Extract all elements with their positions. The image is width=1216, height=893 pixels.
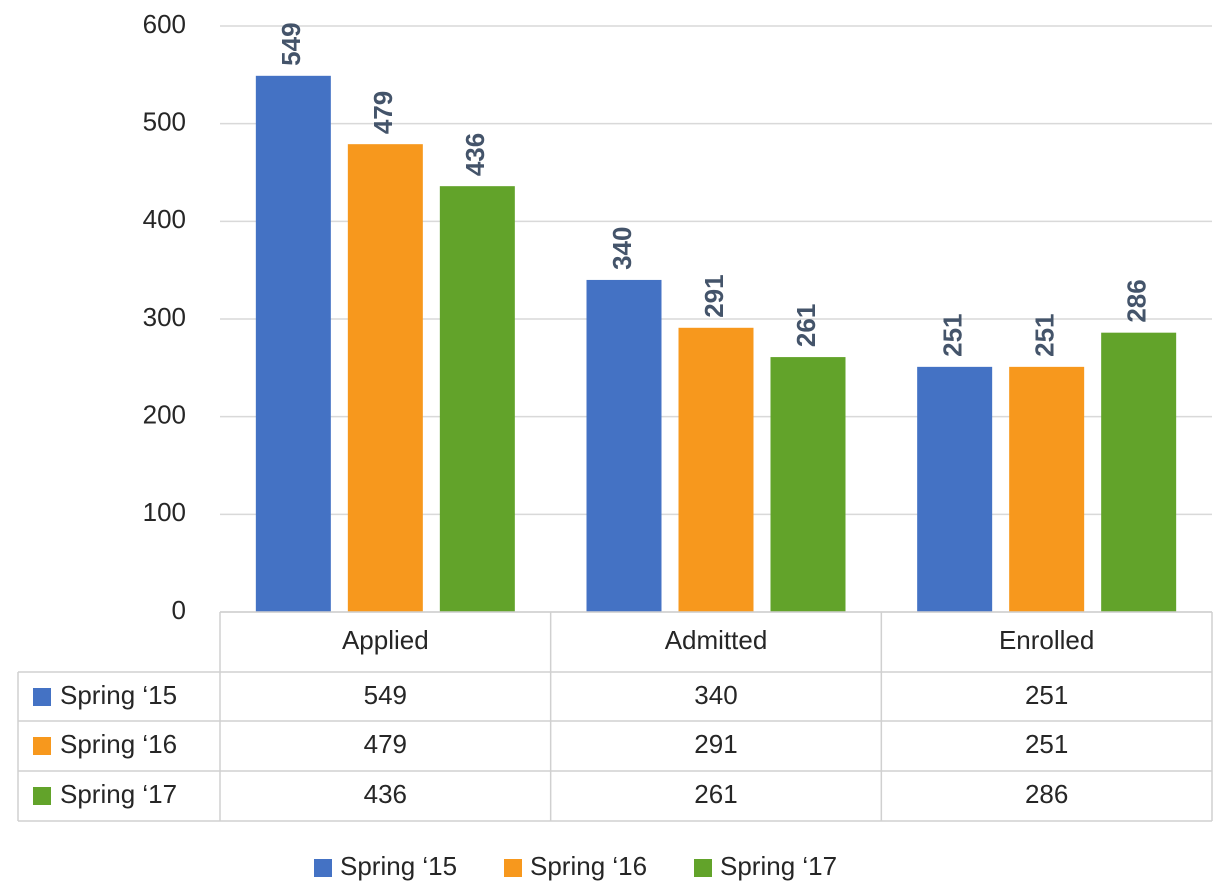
y-tick-label: 300	[143, 302, 186, 332]
y-tick-label: 600	[143, 9, 186, 39]
data-label: 251	[1030, 313, 1060, 356]
table-cell: 549	[364, 680, 407, 710]
data-label: 291	[699, 274, 729, 317]
bar	[439, 186, 515, 612]
data-label: 286	[1122, 279, 1152, 322]
legend-key	[314, 859, 332, 877]
table-cell: 286	[1025, 779, 1068, 809]
data-label: 261	[791, 304, 821, 347]
x-tick-label: Enrolled	[999, 625, 1094, 655]
table-cell: 436	[364, 779, 407, 809]
table-legend-key	[33, 688, 51, 706]
table-cell: 479	[364, 729, 407, 759]
bar	[1009, 366, 1085, 612]
table-cell: 340	[694, 680, 737, 710]
legend-label: Spring ‘16	[530, 851, 647, 881]
table-legend-key	[33, 737, 51, 755]
bar	[678, 327, 754, 612]
table-legend-key	[33, 787, 51, 805]
legend-key	[694, 859, 712, 877]
y-tick-label: 500	[143, 107, 186, 137]
bar	[770, 357, 846, 612]
table-cell: 251	[1025, 729, 1068, 759]
data-label: 549	[276, 22, 306, 65]
legend-label: Spring ‘15	[340, 851, 457, 881]
table-cell: 251	[1025, 680, 1068, 710]
bar	[347, 144, 423, 612]
bar	[255, 75, 331, 612]
data-label: 479	[368, 91, 398, 134]
table-row-label: Spring ‘17	[60, 779, 177, 809]
table-row-label: Spring ‘15	[60, 680, 177, 710]
table-row-label: Spring ‘16	[60, 729, 177, 759]
x-tick-label: Admitted	[665, 625, 768, 655]
bar	[586, 279, 662, 612]
table-cell: 291	[694, 729, 737, 759]
y-tick-label: 200	[143, 400, 186, 430]
legend-key	[504, 859, 522, 877]
legend-label: Spring ‘17	[720, 851, 837, 881]
y-tick-label: 400	[143, 204, 186, 234]
y-tick-label: 0	[172, 595, 186, 625]
data-label: 436	[460, 133, 490, 176]
table-cell: 261	[694, 779, 737, 809]
x-tick-label: Applied	[342, 625, 429, 655]
bar	[917, 366, 993, 612]
y-tick-label: 100	[143, 497, 186, 527]
data-label: 251	[938, 313, 968, 356]
data-label: 340	[607, 227, 637, 270]
bar	[1101, 332, 1177, 612]
